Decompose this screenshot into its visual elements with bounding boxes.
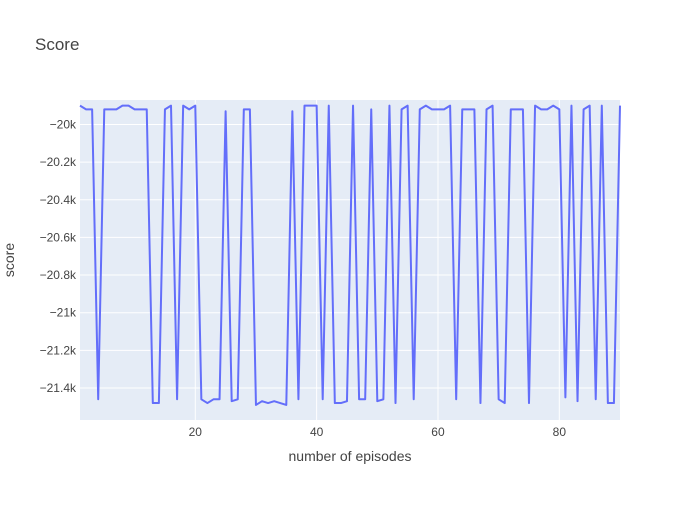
y-tick-label: −20k: [50, 117, 77, 131]
y-tick-label: −21.2k: [40, 343, 77, 357]
x-tick-label: 80: [553, 425, 567, 439]
y-tick-label: −21.4k: [40, 381, 77, 395]
y-tick-label: −20.2k: [40, 155, 77, 169]
x-tick-label: 40: [310, 425, 324, 439]
x-axis-ticks: 20 40 60 80: [189, 425, 567, 439]
y-tick-label: −20.6k: [40, 230, 77, 244]
y-axis-title: score: [1, 243, 17, 277]
x-tick-label: 20: [189, 425, 203, 439]
chart-title: Score: [35, 35, 79, 54]
y-axis-ticks: −20k −20.2k −20.4k −20.6k −20.8k −21k −21.2k −2…: [40, 117, 77, 395]
x-axis-title: number of episodes: [289, 448, 412, 464]
y-tick-label: −20.4k: [40, 193, 77, 207]
y-tick-label: −21k: [50, 306, 77, 320]
series-layer: [79, 104, 621, 406]
y-tick-label: −20.8k: [40, 268, 77, 282]
series-line: [79, 104, 621, 406]
x-tick-label: 60: [431, 425, 445, 439]
